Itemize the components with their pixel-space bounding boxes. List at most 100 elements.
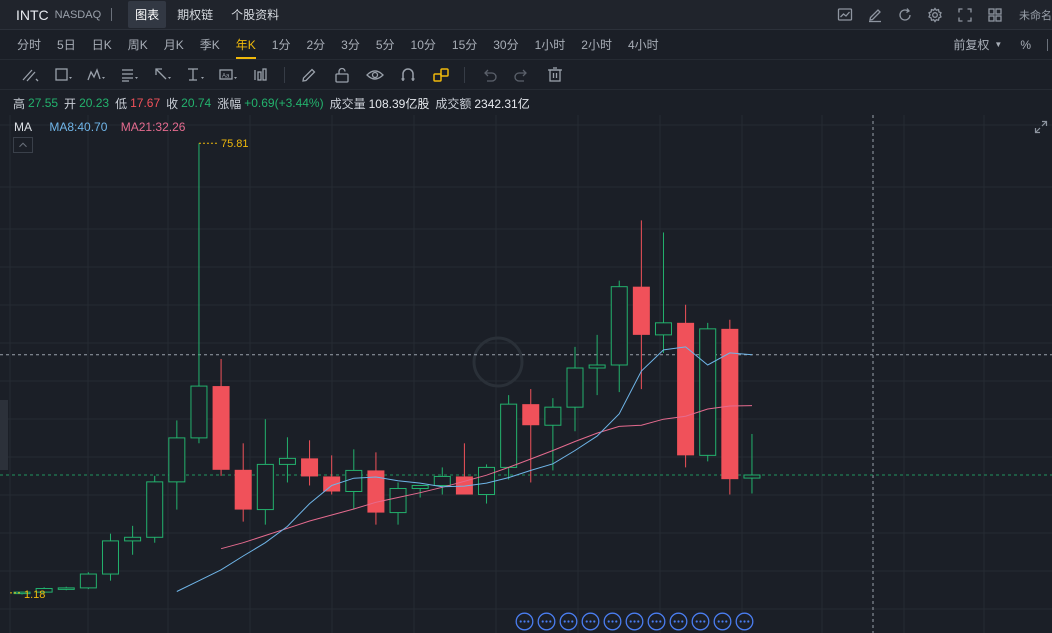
candle-body-up: [35, 587, 53, 593]
tab-option-chain[interactable]: 期权链: [177, 8, 214, 22]
redo-icon[interactable]: [512, 65, 532, 85]
period-quarterly[interactable]: 季K: [199, 38, 220, 52]
exchange-label: NASDAQ: [54, 8, 102, 21]
undo-icon[interactable]: [479, 65, 499, 85]
period-1min[interactable]: 1分: [271, 38, 291, 52]
ma-label[interactable]: MA: [14, 120, 32, 134]
period-10min[interactable]: 10分: [410, 38, 436, 52]
period-4hour[interactable]: 4小时: [627, 38, 659, 52]
candlestick-chart[interactable]: 75.81 1.18: [0, 115, 1052, 633]
layout-grid-icon[interactable]: [987, 7, 1003, 23]
high-value: 27.55: [28, 96, 59, 110]
period-yearly[interactable]: 年K: [235, 38, 256, 59]
event-marker-icon[interactable]: [713, 612, 732, 631]
event-marker-icon[interactable]: [537, 612, 556, 631]
fib-icon[interactable]: [119, 65, 139, 85]
turnover-label: 成交额: [435, 96, 472, 111]
event-marker-icon[interactable]: [603, 612, 622, 631]
arrow-icon[interactable]: [152, 65, 172, 85]
candle-body-up: [57, 587, 75, 590]
period-5day[interactable]: 5日: [57, 38, 76, 52]
text-icon[interactable]: Aa: [218, 65, 238, 85]
compare-chart-icon[interactable]: [837, 7, 853, 23]
lock-icon[interactable]: [332, 65, 352, 85]
svg-text:Aa: Aa: [222, 73, 230, 79]
candle-body-up: [345, 469, 363, 493]
candle-body-down: [721, 328, 739, 480]
event-marker-icon[interactable]: [559, 612, 578, 631]
refresh-icon[interactable]: [897, 7, 913, 23]
period-daily[interactable]: 日K: [91, 38, 112, 52]
trend-line-icon[interactable]: [20, 65, 40, 85]
ma8-value: MA8:40.70: [49, 120, 108, 134]
candle-body-up: [190, 385, 208, 439]
change-label: 涨幅: [217, 96, 242, 111]
period-30min[interactable]: 30分: [493, 38, 519, 52]
period-1hour[interactable]: 1小时: [534, 38, 566, 52]
candle-body-up: [588, 364, 606, 369]
side-panel-handle[interactable]: [0, 400, 8, 470]
candle-body-up: [566, 367, 584, 408]
chevron-down-icon[interactable]: ▼: [994, 40, 1003, 49]
symbol-label[interactable]: INTC: [16, 6, 49, 23]
ma-legend: MA MA8:40.70 MA21:32.26: [14, 120, 185, 134]
candle-body-down: [323, 476, 341, 492]
event-marker-icon[interactable]: [625, 612, 644, 631]
candle-body-down: [301, 458, 319, 477]
measure-icon[interactable]: [185, 65, 205, 85]
period-2hour[interactable]: 2小时: [581, 38, 612, 52]
period-intraday[interactable]: 分时: [17, 38, 42, 52]
period-2min[interactable]: 2分: [306, 38, 326, 52]
ma8-line: [176, 346, 753, 592]
candle-body-up: [256, 463, 274, 511]
magnet-icon[interactable]: [398, 65, 418, 85]
candle-body-up: [478, 466, 496, 496]
period-5min[interactable]: 5分: [375, 38, 395, 52]
percent-toggle[interactable]: %: [1020, 37, 1031, 52]
indicator-icon[interactable]: [251, 65, 271, 85]
tab-chart[interactable]: 图表: [128, 1, 167, 28]
link-icon[interactable]: [431, 65, 451, 85]
candle-body-down: [367, 470, 385, 513]
open-value: 20.23: [79, 96, 110, 110]
settings-icon[interactable]: [927, 7, 943, 23]
draw-icon[interactable]: [867, 7, 883, 23]
collapse-legend-button[interactable]: [13, 137, 33, 153]
period-monthly[interactable]: 月K: [163, 38, 184, 52]
period-3min[interactable]: 3分: [341, 38, 360, 52]
max-marker-label: 75.81: [221, 138, 249, 150]
pattern-icon[interactable]: [86, 65, 106, 85]
candle-body-up: [654, 322, 672, 336]
event-marker-icon[interactable]: [669, 612, 688, 631]
eye-icon[interactable]: [365, 65, 385, 85]
ma21-value: MA21:32.26: [120, 120, 186, 134]
tab-company-profile[interactable]: 个股资料: [231, 8, 280, 22]
event-marker-icon[interactable]: [515, 612, 534, 631]
volume-label: 成交量: [329, 96, 366, 111]
low-label: 低: [115, 96, 128, 111]
fullscreen-icon[interactable]: [957, 7, 973, 23]
adjust-dropdown[interactable]: 前复权: [953, 38, 990, 52]
candle-body-up: [500, 403, 518, 468]
close-label: 收: [166, 96, 179, 111]
expand-icon[interactable]: [1034, 120, 1048, 134]
candle-body-down: [212, 386, 230, 470]
event-marker-icon[interactable]: [647, 612, 666, 631]
event-marker-icon[interactable]: [735, 612, 754, 631]
trash-icon[interactable]: [545, 65, 565, 85]
candle-body-up: [433, 475, 451, 486]
layout-name-label[interactable]: 未命名: [1019, 10, 1052, 22]
candle-body-down: [455, 476, 473, 495]
candle-body-up: [411, 484, 429, 489]
period-weekly[interactable]: 周K: [127, 38, 148, 52]
candle-body-up: [610, 286, 628, 366]
event-marker-icon[interactable]: [581, 612, 600, 631]
period-15min[interactable]: 15分: [451, 38, 478, 52]
pencil-icon[interactable]: [299, 65, 319, 85]
candle-body-down: [234, 469, 252, 510]
chart-area[interactable]: 75.81 1.18 MA MA8:40.70 MA21:32.26: [0, 115, 1052, 633]
rectangle-icon[interactable]: [53, 65, 73, 85]
candle-body-up: [79, 573, 97, 589]
candle-body-up: [699, 328, 717, 456]
event-marker-icon[interactable]: [691, 612, 710, 631]
